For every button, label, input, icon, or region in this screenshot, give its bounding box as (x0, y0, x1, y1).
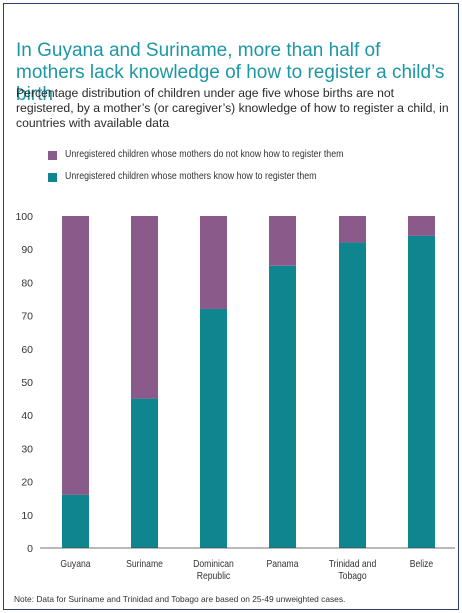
y-tick-label-100: 100 (15, 211, 33, 223)
x-category-label-1: Suriname (126, 558, 163, 570)
bar-know-4 (339, 242, 366, 548)
bar-do-not-know-0 (62, 216, 89, 495)
y-axis: 0 10 20 30 40 50 60 70 80 90 100 (15, 211, 33, 555)
x-category-label-4: Trinidad and Tobago (329, 558, 377, 582)
chart-subtitle: Percentage distribution of children unde… (16, 86, 449, 130)
legend-label-know: Unregistered children whose mothers know… (65, 170, 317, 182)
bar-know-2 (200, 308, 227, 548)
bar-know-3 (269, 265, 296, 548)
bar-do-not-know-1 (131, 216, 158, 399)
footnote: Note: Data for Suriname and Trinidad and… (14, 594, 346, 604)
legend-swatch-know (48, 173, 57, 182)
y-tick-label-10: 10 (21, 510, 33, 522)
bar-know-5 (408, 235, 435, 549)
bar-do-not-know-3 (269, 216, 296, 266)
legend-swatch-do-not-know (48, 151, 57, 160)
x-category-label-3: Panama (266, 558, 299, 570)
chart-title: In Guyana and Suriname, more than half o… (16, 40, 445, 105)
y-tick-label-80: 80 (21, 277, 33, 289)
x-axis: Guyana Suriname Dominican Republic Panama Tri… (40, 547, 455, 582)
x-category-label-5: Belize (410, 558, 433, 570)
y-tick-label-20: 20 (21, 477, 33, 489)
y-tick-label-70: 70 (21, 311, 33, 323)
bar-do-not-know-4 (339, 216, 366, 243)
y-tick-label-40: 40 (21, 410, 33, 422)
y-tick-label-0: 0 (27, 543, 33, 555)
y-tick-label-90: 90 (21, 244, 33, 256)
x-category-label-0: Guyana (60, 558, 91, 570)
y-tick-label-60: 60 (21, 344, 33, 356)
x-category-label-2: Dominican Republic (193, 558, 234, 582)
bar-know-0 (62, 494, 89, 548)
bar-do-not-know-2 (200, 216, 227, 309)
legend-label-do-not-know: Unregistered children whose mothers do n… (65, 148, 344, 160)
bar-know-1 (131, 398, 158, 548)
y-tick-label-30: 30 (21, 443, 33, 455)
y-tick-label-50: 50 (21, 377, 33, 389)
bar-do-not-know-5 (408, 216, 435, 236)
bars (62, 216, 435, 549)
